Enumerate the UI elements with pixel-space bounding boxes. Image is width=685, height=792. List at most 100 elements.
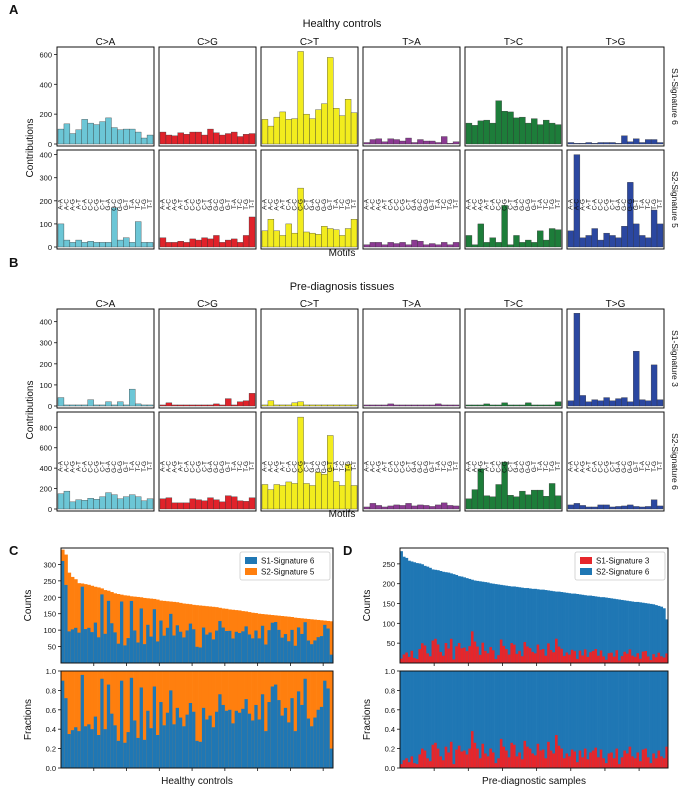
fraction-bar-s1 bbox=[541, 749, 545, 768]
stack-bar-s1 bbox=[633, 656, 637, 663]
x-axis-label: Pre-diagnostic samples bbox=[482, 776, 586, 787]
stack-bar-s1 bbox=[576, 658, 579, 663]
y-tick-label: 300 bbox=[39, 339, 52, 348]
fraction-bar-s1 bbox=[218, 694, 222, 768]
bar bbox=[261, 404, 269, 407]
stack-bar-s2 bbox=[534, 588, 537, 663]
stack-bar-s1 bbox=[283, 634, 288, 663]
bar bbox=[537, 489, 544, 510]
fraction-bar-s1 bbox=[494, 763, 498, 768]
fraction-bar-s1 bbox=[228, 709, 232, 768]
fraction-bar-s1 bbox=[247, 713, 252, 768]
stack-bar-s1 bbox=[129, 600, 134, 663]
stack-bar-s2 bbox=[497, 584, 501, 663]
fraction-bar-s1 bbox=[631, 756, 635, 768]
motif-tick-label: A-A bbox=[160, 198, 167, 210]
bar bbox=[369, 139, 377, 145]
stack-bar-s2 bbox=[74, 579, 78, 663]
motif-tick-label: T-G bbox=[651, 461, 658, 472]
stack-bar-s2 bbox=[447, 572, 451, 663]
bar bbox=[633, 223, 640, 248]
fraction-bar-s1 bbox=[583, 748, 587, 768]
fraction-bar-s1 bbox=[581, 757, 585, 768]
motif-tick-label: T-C bbox=[339, 199, 346, 210]
stack-bar-s1 bbox=[418, 649, 422, 663]
bar bbox=[375, 138, 382, 145]
stack-bar-s2 bbox=[452, 574, 456, 663]
mutation-category-label: T>A bbox=[402, 37, 421, 48]
fraction-bar-s2 bbox=[452, 671, 456, 768]
fraction-bar-s2 bbox=[447, 671, 451, 768]
stack-bar-s1 bbox=[491, 650, 495, 663]
stack-bar-s1 bbox=[100, 594, 104, 663]
fraction-bar-s2 bbox=[523, 671, 527, 768]
bar bbox=[57, 397, 65, 407]
stack-bar-s1 bbox=[97, 637, 101, 663]
stack-bar-s1 bbox=[476, 646, 480, 663]
bar bbox=[417, 504, 424, 510]
stack-bar-s2 bbox=[405, 557, 409, 663]
motif-tick-label: G-G bbox=[117, 199, 124, 211]
fraction-bar-s2 bbox=[405, 671, 409, 768]
fraction-bar-s2 bbox=[491, 671, 495, 768]
stack-bar-s2 bbox=[539, 589, 543, 663]
motif-tick-label: C-T bbox=[507, 461, 514, 472]
bar bbox=[411, 404, 418, 407]
stack-bar-s1 bbox=[436, 644, 440, 663]
fraction-bar-s1 bbox=[257, 719, 262, 768]
fraction-bar-s2 bbox=[665, 671, 669, 768]
fraction-bar-s2 bbox=[182, 671, 186, 768]
fraction-bar-s1 bbox=[421, 748, 424, 768]
fraction-bar-s1 bbox=[565, 753, 569, 768]
motif-tick-label: C-A bbox=[387, 198, 394, 210]
fraction-bar-s2 bbox=[83, 671, 88, 768]
fraction-bar-s2 bbox=[636, 671, 640, 768]
stack-bar-s1 bbox=[201, 627, 206, 663]
bar bbox=[519, 404, 526, 407]
bar bbox=[159, 404, 167, 407]
bar bbox=[195, 404, 202, 407]
legend-label: S2-Signature 6 bbox=[596, 568, 650, 577]
motif-tick-label: C-A bbox=[183, 460, 190, 472]
fraction-bar-s1 bbox=[254, 704, 258, 768]
bar bbox=[123, 496, 130, 510]
y-axis-label: Counts bbox=[23, 590, 34, 622]
bar bbox=[285, 481, 292, 510]
motif-tick-label: C-G bbox=[93, 461, 100, 473]
stack-bar-s2 bbox=[612, 598, 616, 663]
legend-box bbox=[574, 551, 666, 581]
y-tick-label: 200 bbox=[39, 485, 52, 494]
mutation-category-label: T>G bbox=[606, 299, 626, 310]
stack-bar-s2 bbox=[607, 597, 611, 663]
fraction-bar-s2 bbox=[463, 671, 466, 768]
stack-bar-s1 bbox=[61, 560, 65, 663]
stack-bar-s1 bbox=[628, 649, 632, 663]
bar bbox=[585, 235, 592, 248]
fraction-bar-s1 bbox=[185, 714, 190, 768]
bar bbox=[621, 505, 628, 510]
bar bbox=[99, 242, 106, 248]
fraction-bar-s1 bbox=[439, 756, 443, 768]
bar bbox=[195, 131, 202, 145]
fraction-bar-s2 bbox=[568, 671, 572, 768]
motif-tick-label: C-A bbox=[285, 460, 292, 472]
stack-bar-s1 bbox=[457, 643, 461, 663]
motif-tick-label: T-T bbox=[147, 199, 154, 209]
bar bbox=[297, 51, 304, 145]
fraction-bar-s1 bbox=[576, 762, 579, 768]
subplot-frame bbox=[362, 411, 461, 512]
fraction-bar-s2 bbox=[74, 671, 78, 768]
fraction-bar-s2 bbox=[570, 671, 574, 768]
fraction-bar-s1 bbox=[610, 752, 614, 768]
motif-tick-label: C-A bbox=[489, 460, 496, 472]
motif-tick-label: G-C bbox=[213, 199, 220, 211]
bar bbox=[99, 121, 106, 145]
fraction-bar-s2 bbox=[662, 671, 666, 768]
stack-bar-s1 bbox=[67, 631, 72, 663]
fraction-bar-s1 bbox=[518, 752, 522, 768]
motif-tick-label: A-G bbox=[580, 461, 587, 473]
bar bbox=[417, 139, 424, 145]
fraction-bar-s1 bbox=[512, 744, 516, 768]
motif-tick-label: A-G bbox=[172, 199, 179, 211]
motif-tick-label: C-C bbox=[291, 461, 298, 473]
